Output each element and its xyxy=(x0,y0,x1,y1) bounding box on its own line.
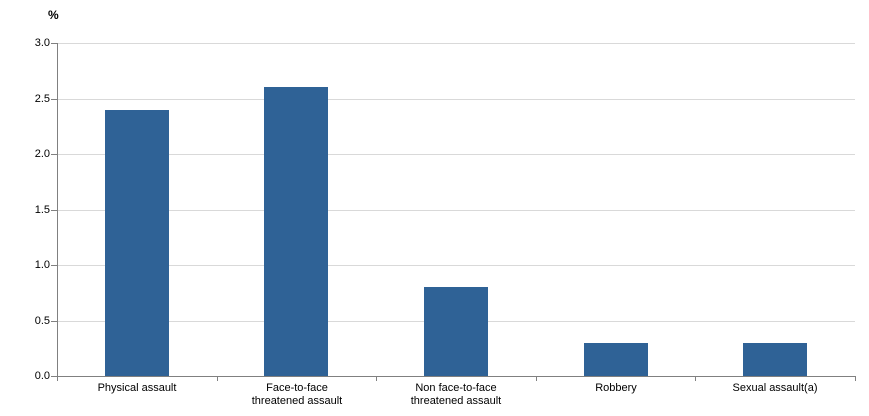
y-tick-label: 0.5 xyxy=(34,314,50,327)
y-tick-label: 2.0 xyxy=(34,148,50,160)
x-axis-tick xyxy=(217,377,218,381)
y-gridline xyxy=(57,43,855,44)
bar xyxy=(584,342,648,376)
category-label: Non face-to-face threatened assault xyxy=(410,382,502,407)
category-label: Robbery xyxy=(595,382,637,394)
category-label: Physical assault xyxy=(97,382,177,394)
x-axis-tick xyxy=(57,377,58,381)
category-label: Sexual assault(a) xyxy=(732,382,818,394)
x-axis-tick xyxy=(536,377,537,381)
y-tick-label: 0.0 xyxy=(34,370,50,382)
y-axis-tick xyxy=(51,265,57,266)
y-axis-tick xyxy=(51,209,57,211)
x-axis-tick xyxy=(855,377,856,381)
bar xyxy=(264,87,328,376)
bar xyxy=(424,287,488,376)
y-tick-label: 3.0 xyxy=(34,37,50,49)
y-gridline xyxy=(57,98,855,100)
bar xyxy=(743,342,807,376)
x-axis-tick xyxy=(695,377,696,381)
y-axis-unit-label: % xyxy=(48,8,59,22)
bar xyxy=(105,109,169,376)
y-axis-tick xyxy=(51,43,57,44)
y-gridline xyxy=(57,209,855,211)
y-axis-tick xyxy=(51,98,57,100)
y-tick-label: 1.0 xyxy=(34,259,50,271)
x-axis-line xyxy=(57,376,856,377)
y-tick-label: 2.5 xyxy=(34,92,50,105)
y-gridline xyxy=(57,154,855,155)
y-axis-tick xyxy=(51,376,57,377)
x-axis-tick xyxy=(376,377,377,381)
y-tick-label: 1.5 xyxy=(34,203,50,216)
category-label: Face-to-face threatened assault xyxy=(251,382,343,407)
y-axis-tick xyxy=(51,154,57,155)
y-gridline xyxy=(57,265,855,266)
y-axis-tick xyxy=(51,320,57,322)
y-axis-line xyxy=(57,43,58,377)
